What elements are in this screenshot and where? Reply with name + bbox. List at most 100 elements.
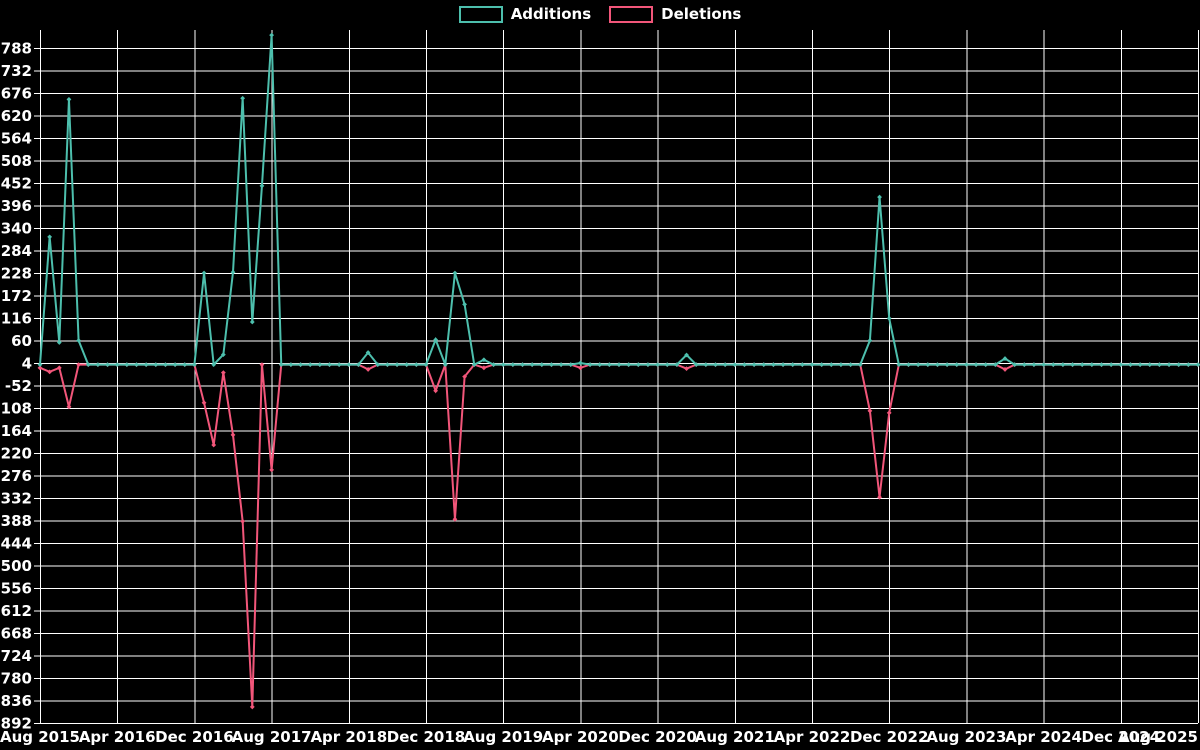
legend-label-deletions: Deletions	[661, 5, 742, 23]
additions-point-marker	[684, 352, 689, 358]
legend-item-additions[interactable]: Additions	[458, 5, 592, 23]
additions-point-marker	[992, 362, 998, 368]
additions-point-marker	[983, 362, 989, 368]
additions-point-marker	[529, 362, 535, 368]
additions-point-marker	[568, 362, 574, 368]
x-tick-label: Aug 2017	[232, 728, 312, 746]
additions-point-marker	[703, 362, 709, 368]
additions-point-marker	[423, 362, 429, 368]
additions-point-marker	[935, 362, 940, 368]
additions-point-marker	[394, 362, 400, 368]
y-tick-label: -276	[0, 467, 32, 485]
additions-point-marker	[838, 362, 844, 368]
additions-point-marker	[1147, 362, 1153, 368]
additions-point-marker	[114, 362, 120, 368]
legend-label-additions: Additions	[510, 5, 592, 23]
additions-point-marker	[713, 362, 718, 368]
additions-point-marker	[1108, 362, 1114, 368]
additions-point-marker	[356, 362, 361, 368]
y-tick-label: -164	[0, 422, 32, 440]
y-tick-label: -444	[0, 535, 32, 553]
deletions-point-marker	[220, 370, 226, 376]
additions-point-marker	[664, 362, 670, 368]
deletions-point-marker	[481, 365, 487, 371]
additions-point-marker	[481, 357, 487, 363]
additions-point-marker	[925, 362, 931, 368]
additions-point-marker	[635, 362, 641, 368]
y-tick-label: -612	[0, 602, 32, 620]
additions-point-marker	[771, 362, 776, 368]
legend-item-deletions[interactable]: Deletions	[609, 6, 741, 23]
x-tick-label: Apr 2020	[542, 728, 619, 746]
additions-point-marker	[124, 362, 130, 368]
y-tick-label: 788	[1, 40, 32, 58]
additions-series-line	[37, 32, 1200, 368]
additions-point-marker	[56, 340, 62, 345]
deletions-point-marker	[37, 365, 43, 371]
y-tick-label: -108	[0, 400, 32, 418]
deletions-point-marker	[230, 432, 236, 438]
y-tick-label: -836	[0, 692, 32, 710]
additions-point-marker	[761, 362, 767, 368]
additions-point-marker	[1166, 362, 1172, 368]
x-tick-label: Aug 2025	[1118, 728, 1198, 746]
additions-point-marker	[1195, 362, 1200, 368]
additions-point-marker	[317, 362, 323, 368]
additions-point-marker	[973, 362, 979, 368]
y-tick-label: 228	[1, 265, 32, 283]
y-tick-label: -556	[0, 580, 32, 598]
additions-point-marker	[1070, 362, 1075, 368]
additions-point-marker	[780, 362, 786, 368]
deletions-point-marker	[578, 365, 583, 371]
additions-point-marker	[1157, 362, 1162, 368]
additions-point-marker	[163, 362, 168, 368]
deletions-point-marker	[47, 369, 53, 375]
y-tick-label: -892	[0, 715, 32, 733]
x-tick-label: Aug 2021	[695, 728, 775, 746]
y-tick-label: 172	[1, 287, 32, 305]
additions-point-marker	[134, 362, 139, 368]
additions-point-marker	[375, 362, 381, 368]
y-tick-label: -500	[0, 557, 32, 575]
additions-point-marker	[172, 362, 178, 368]
additions-point-marker	[95, 362, 101, 368]
additions-point-marker	[66, 97, 72, 102]
deletions-point-marker	[452, 516, 458, 522]
y-tick-label: -724	[0, 647, 32, 665]
additions-point-marker	[954, 362, 960, 368]
additions-point-marker	[269, 32, 274, 38]
additions-point-marker	[848, 362, 853, 368]
additions-point-marker	[742, 362, 747, 368]
additions-point-marker	[616, 362, 622, 368]
deletions-point-marker	[66, 404, 72, 410]
deletions-point-marker	[433, 388, 439, 394]
deletions-swatch-icon	[609, 6, 654, 23]
additions-point-marker	[915, 362, 921, 368]
x-tick-label: Aug 2023	[926, 728, 1006, 746]
y-tick-label: -780	[0, 670, 32, 688]
additions-point-marker	[37, 362, 43, 368]
x-tick-label: Dec 2018	[387, 728, 466, 746]
additions-point-marker	[1118, 362, 1124, 368]
y-tick-label: 732	[1, 62, 32, 80]
additions-point-marker	[230, 269, 236, 275]
deletions-point-marker	[867, 408, 873, 414]
x-tick-label: Aug 2019	[463, 728, 543, 746]
additions-point-marker	[906, 362, 911, 368]
additions-point-marker	[288, 362, 294, 368]
additions-point-marker	[1176, 362, 1182, 368]
y-tick-label: -52	[5, 377, 32, 395]
x-tick-label: Apr 2016	[79, 728, 156, 746]
y-tick-label: 564	[1, 130, 32, 148]
chart-legend: Additions Deletions	[0, 6, 1200, 23]
additions-point-marker	[433, 337, 439, 343]
y-tick-label: 4	[22, 355, 32, 373]
additions-point-marker	[211, 362, 217, 368]
deletions-point-marker	[211, 442, 217, 448]
additions-point-marker	[896, 362, 902, 368]
additions-point-marker	[259, 183, 265, 189]
additions-point-marker	[76, 338, 81, 343]
y-tick-label: 508	[1, 152, 32, 170]
y-tick-label: 620	[1, 107, 32, 125]
